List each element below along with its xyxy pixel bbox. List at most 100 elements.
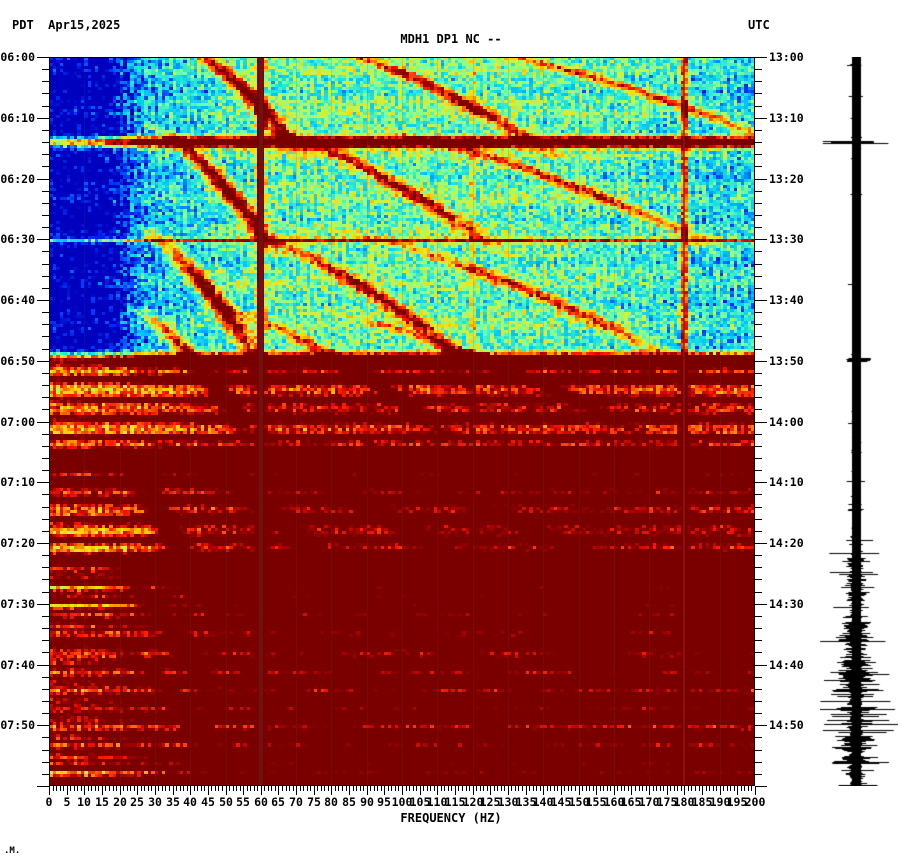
freq-minor-tick: [201, 786, 202, 791]
utc-minor-tick: [755, 203, 762, 204]
utc-tick-label: 13:10: [769, 111, 804, 125]
pdt-major-tick: [37, 725, 49, 726]
utc-major-tick: [755, 422, 767, 423]
freq-minor-tick: [483, 786, 484, 791]
pdt-minor-tick: [42, 555, 49, 556]
freq-major-tick: [684, 786, 685, 795]
utc-minor-tick: [755, 69, 762, 70]
utc-major-tick: [755, 361, 767, 362]
freq-major-tick: [755, 786, 756, 795]
utc-minor-tick: [755, 276, 762, 277]
freq-minor-tick: [663, 786, 664, 791]
time-axis-pdt: 06:00 06:10 06:20 06:30 06:40 06:50 07:00 07:10…: [0, 0, 49, 864]
utc-minor-tick: [755, 251, 762, 252]
freq-minor-tick: [300, 786, 301, 791]
freq-major-tick: [737, 786, 738, 795]
freq-minor-tick: [134, 786, 135, 791]
freq-minor-tick: [670, 786, 671, 791]
freq-minor-tick: [706, 786, 707, 791]
freq-minor-tick: [307, 786, 308, 791]
freq-tick-label: 90: [360, 795, 374, 809]
freq-minor-tick: [695, 786, 696, 791]
utc-tick-label: 14:40: [769, 658, 804, 672]
freq-minor-tick: [282, 786, 283, 791]
freq-major-tick: [84, 786, 85, 795]
utc-major-tick: [755, 604, 767, 605]
freq-tick-label: 30: [148, 795, 162, 809]
freq-minor-tick: [427, 786, 428, 791]
freq-minor-tick: [723, 786, 724, 791]
freq-major-tick: [137, 786, 138, 795]
utc-tick-label: 13:20: [769, 172, 804, 186]
pdt-major-tick: [37, 786, 49, 787]
freq-minor-tick: [197, 786, 198, 791]
freq-minor-tick: [568, 786, 569, 791]
pdt-minor-tick: [42, 373, 49, 374]
utc-minor-tick: [755, 750, 762, 751]
pdt-minor-tick: [42, 531, 49, 532]
freq-minor-tick: [370, 786, 371, 791]
freq-major-tick: [155, 786, 156, 795]
pdt-minor-tick: [42, 69, 49, 70]
pdt-minor-tick: [42, 701, 49, 702]
freq-tick-label: 15: [95, 795, 109, 809]
freq-minor-tick: [360, 786, 361, 791]
freq-tick-label: 185: [691, 795, 713, 809]
freq-minor-tick: [250, 786, 251, 791]
freq-minor-tick: [377, 786, 378, 791]
pdt-minor-tick: [42, 713, 49, 714]
utc-minor-tick: [755, 409, 762, 410]
freq-minor-tick: [123, 786, 124, 791]
pdt-tick-label: 06:00: [0, 50, 35, 64]
pdt-minor-tick: [42, 276, 49, 277]
pdt-minor-tick: [42, 324, 49, 325]
utc-minor-tick: [755, 154, 762, 155]
freq-minor-tick: [271, 786, 272, 791]
freq-minor-tick: [151, 786, 152, 791]
freq-minor-tick: [254, 786, 255, 791]
freq-minor-tick: [257, 786, 258, 791]
pdt-minor-tick: [42, 628, 49, 629]
freq-tick-label: 100: [391, 795, 413, 809]
utc-minor-tick: [755, 531, 762, 532]
pdt-major-tick: [37, 361, 49, 362]
freq-tick-label: 35: [166, 795, 180, 809]
spectrogram-plot-area[interactable]: [49, 57, 755, 786]
freq-minor-tick: [476, 786, 477, 791]
freq-minor-tick: [557, 786, 558, 791]
freq-minor-tick: [374, 786, 375, 791]
freq-minor-tick: [409, 786, 410, 791]
spectrogram-heatmap[interactable]: [49, 57, 755, 786]
freq-major-tick: [614, 786, 615, 795]
utc-minor-tick: [755, 713, 762, 714]
freq-minor-tick: [363, 786, 364, 791]
freq-tick-label: 50: [219, 795, 233, 809]
freq-minor-tick: [144, 786, 145, 791]
seismogram-amplitude-trace: [820, 57, 898, 786]
freq-major-tick: [490, 786, 491, 795]
freq-minor-tick: [158, 786, 159, 791]
freq-minor-tick: [127, 786, 128, 791]
freq-minor-tick: [469, 786, 470, 791]
freq-major-tick: [455, 786, 456, 795]
pdt-major-tick: [37, 57, 49, 58]
freq-major-tick: [261, 786, 262, 795]
freq-tick-label: 80: [324, 795, 338, 809]
freq-tick-label: 170: [638, 795, 660, 809]
freq-minor-tick: [434, 786, 435, 791]
pdt-minor-tick: [42, 689, 49, 690]
freq-minor-tick: [335, 786, 336, 791]
pdt-minor-tick: [42, 519, 49, 520]
freq-minor-tick: [536, 786, 537, 791]
pdt-minor-tick: [42, 106, 49, 107]
freq-minor-tick: [504, 786, 505, 791]
utc-minor-tick: [755, 762, 762, 763]
freq-major-tick: [314, 786, 315, 795]
utc-minor-tick: [755, 93, 762, 94]
freq-minor-tick: [176, 786, 177, 791]
freq-minor-tick: [310, 786, 311, 791]
freq-major-tick: [402, 786, 403, 795]
utc-minor-tick: [755, 385, 762, 386]
utc-minor-tick: [755, 689, 762, 690]
pdt-minor-tick: [42, 737, 49, 738]
